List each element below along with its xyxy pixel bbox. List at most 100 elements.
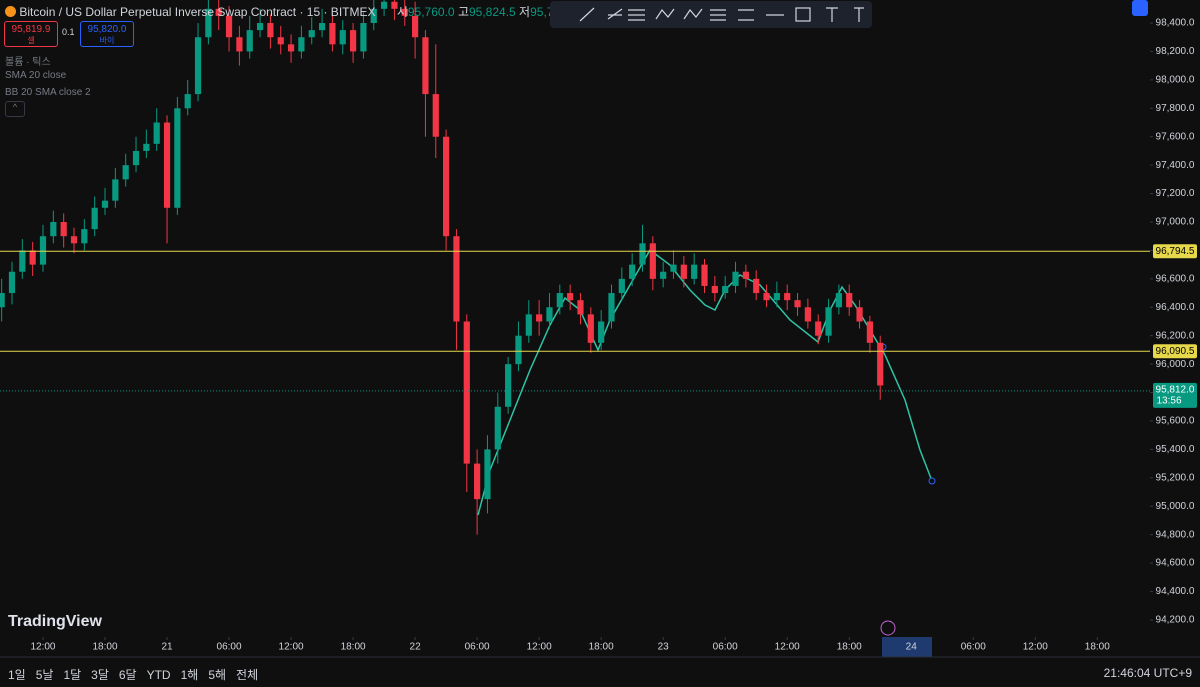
- candle-body: [691, 264, 698, 279]
- x-tick-label: 12:00: [527, 642, 552, 653]
- candle-body: [225, 15, 233, 38]
- collapse-button[interactable]: ^: [5, 101, 25, 117]
- tool-icon[interactable]: [826, 7, 838, 22]
- toolbar-icons: [579, 7, 864, 22]
- candle-body: [308, 30, 315, 38]
- candle-body: [763, 293, 770, 301]
- x-tick-label: 12:00: [30, 642, 55, 653]
- candle-body: [484, 449, 491, 500]
- candle-body: [370, 8, 377, 24]
- candle-body: [184, 94, 191, 109]
- range-button[interactable]: 1달: [63, 668, 82, 682]
- range-button[interactable]: 6달: [118, 668, 137, 682]
- y-tick-label: 97,800.0: [1156, 103, 1195, 114]
- range-button[interactable]: 1해: [180, 668, 199, 682]
- x-tick-label: 12:00: [1023, 642, 1048, 653]
- sell-price: 95,819.9: [11, 24, 51, 35]
- x-tick-label: 23: [658, 642, 670, 653]
- candle-body: [91, 207, 98, 230]
- y-tick-label: 94,400.0: [1156, 586, 1195, 597]
- sync-button[interactable]: [1132, 0, 1148, 16]
- range-button[interactable]: YTD: [146, 668, 171, 682]
- brand-logo: TradingView: [8, 613, 102, 630]
- current-price-label: 95,812.0: [1156, 384, 1195, 395]
- price-axis-bg: [1150, 0, 1200, 657]
- tool-icon[interactable]: [628, 9, 645, 21]
- candle-body: [835, 293, 842, 308]
- tool-icon[interactable]: [579, 7, 595, 22]
- tool-icon[interactable]: [854, 7, 864, 22]
- y-tick-label: 97,400.0: [1156, 160, 1195, 171]
- x-tick-label: 06:00: [217, 642, 242, 653]
- candle-body: [753, 278, 760, 294]
- x-tick-label: 06:00: [713, 642, 738, 653]
- indicator[interactable]: SMA 20 close: [5, 70, 67, 81]
- candle-body: [101, 200, 109, 208]
- candle-body: [236, 37, 243, 52]
- curve-handle[interactable]: [928, 477, 936, 485]
- tool-icon[interactable]: [607, 8, 623, 20]
- candle-body: [515, 335, 522, 365]
- candle-body: [794, 300, 801, 308]
- sell-label: 셀: [27, 36, 35, 45]
- candle-body: [153, 122, 160, 144]
- ohlc-label: 고: [457, 5, 469, 19]
- range-button[interactable]: 1일: [8, 668, 26, 682]
- event-icon[interactable]: [880, 620, 896, 636]
- candle-body: [349, 30, 357, 52]
- indicator[interactable]: 볼륨 · 틱스: [5, 57, 51, 68]
- tool-icon[interactable]: [738, 9, 754, 21]
- candle-body: [639, 243, 646, 265]
- y-tick-label: 94,600.0: [1156, 558, 1195, 569]
- candle-body: [132, 150, 140, 166]
- y-tick-label: 98,400.0: [1156, 18, 1195, 29]
- price-label-bg: [1153, 244, 1197, 259]
- tool-icon[interactable]: [683, 8, 703, 20]
- range-button[interactable]: 5해: [208, 668, 227, 682]
- candle-body: [866, 321, 873, 343]
- candle-body: [215, 8, 222, 16]
- candle-body: [649, 243, 656, 279]
- candle-body: [660, 271, 667, 279]
- y-tick-label: 94,800.0: [1156, 529, 1195, 540]
- candle-body: [329, 23, 336, 45]
- candle-body: [711, 285, 718, 294]
- tool-icon[interactable]: [655, 8, 675, 20]
- candle-body: [112, 179, 119, 201]
- countdown: 13:56: [1156, 395, 1181, 406]
- candle-body: [443, 136, 450, 237]
- price-label: 96,794.5: [1156, 246, 1195, 257]
- candle-body: [432, 94, 439, 137]
- tool-icon[interactable]: [710, 9, 726, 21]
- sell-button[interactable]: 95,819.9 셀: [4, 21, 58, 47]
- tool-icon[interactable]: [795, 7, 811, 22]
- candle-body: [194, 37, 202, 95]
- indicator[interactable]: BB 20 SMA close 2: [5, 87, 91, 98]
- candle-body: [267, 23, 274, 38]
- candle-body: [474, 463, 481, 500]
- range-button[interactable]: 5날: [35, 668, 54, 682]
- buy-button[interactable]: 95,820.0 바이: [80, 21, 134, 47]
- candle-body: [577, 300, 584, 315]
- y-tick-label: 95,600.0: [1156, 416, 1195, 427]
- candle-body: [804, 307, 811, 322]
- candle-body: [246, 30, 253, 52]
- range-button[interactable]: 전체: [236, 668, 259, 682]
- candle-body: [825, 307, 832, 336]
- candle-body: [856, 307, 863, 322]
- candle-body: [815, 321, 822, 336]
- y-tick-label: 98,200.0: [1156, 46, 1195, 57]
- candle-body: [670, 264, 677, 272]
- candle-body: [680, 264, 687, 279]
- candle-body: [505, 364, 512, 407]
- candle-body: [877, 342, 884, 386]
- y-tick-label: 96,600.0: [1156, 273, 1195, 284]
- candle-body: [391, 1, 398, 9]
- candle-body: [773, 293, 780, 301]
- drawing-toolbar: [550, 1, 872, 28]
- candle-body: [380, 1, 388, 9]
- candle-body: [318, 23, 326, 31]
- range-button[interactable]: 3달: [91, 668, 109, 682]
- y-tick-label: 94,200.0: [1156, 615, 1195, 626]
